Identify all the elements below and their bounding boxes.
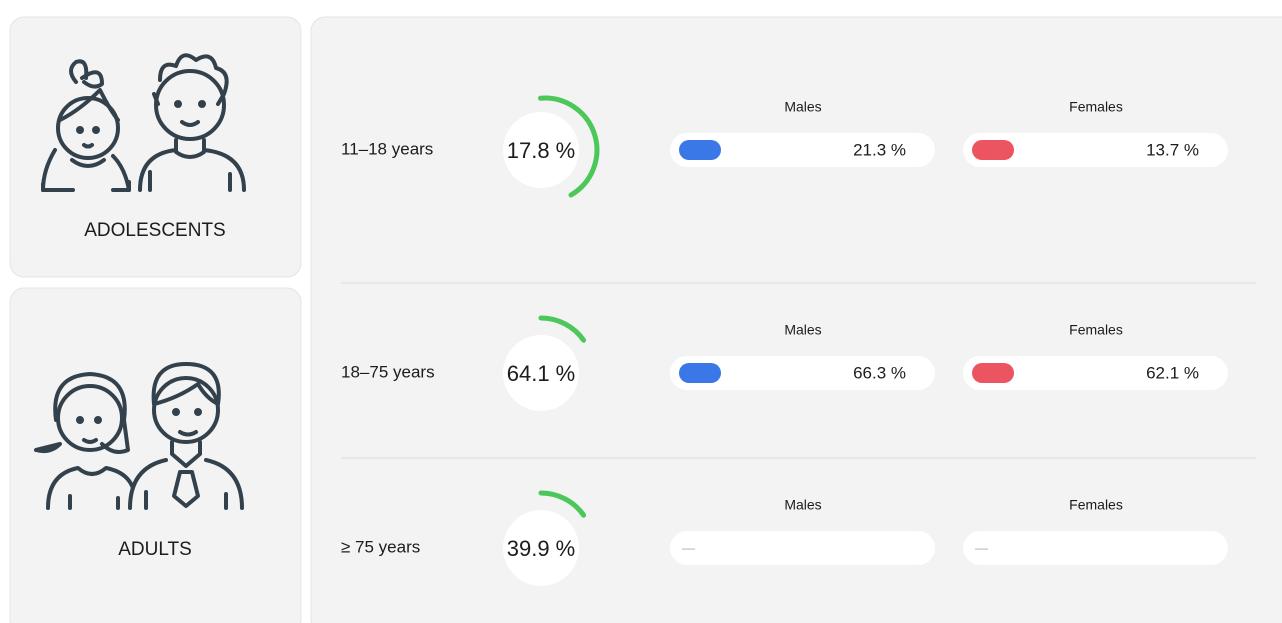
sex-label: Females — [1069, 497, 1123, 513]
value-pill — [670, 531, 935, 565]
sex-value: — — [975, 540, 988, 555]
sex-label: Females — [1069, 322, 1123, 338]
total-value: 39.9 % — [507, 536, 576, 561]
card-label: ADULTS — [118, 539, 192, 560]
sex-indicator — [679, 363, 721, 383]
age-group: 11–18 years — [341, 139, 433, 158]
sex-label: Females — [1069, 99, 1123, 115]
card-adults — [10, 288, 301, 623]
sex-value: 21.3 % — [853, 140, 906, 159]
sex-indicator — [679, 140, 721, 160]
total-value: 64.1 % — [507, 361, 576, 386]
sex-label: Males — [784, 99, 821, 115]
sex-value: 13.7 % — [1146, 140, 1199, 159]
sex-indicator — [972, 140, 1014, 160]
card-label: ADOLESCENTS — [84, 220, 225, 241]
age-group: ≥ 75 years — [341, 537, 420, 556]
value-pill — [963, 531, 1228, 565]
sex-label: Males — [784, 497, 821, 513]
total-value: 17.8 % — [507, 138, 576, 163]
sex-value: 62.1 % — [1146, 363, 1199, 382]
sex-indicator — [972, 363, 1014, 383]
age-group: 18–75 years — [341, 362, 435, 381]
sex-label: Males — [784, 322, 821, 338]
sex-value: — — [682, 540, 695, 555]
page: ADOLESCENTS ADULTS 11–18 years 17.8 % Male… — [0, 0, 1282, 623]
sex-value: 66.3 % — [853, 363, 906, 382]
